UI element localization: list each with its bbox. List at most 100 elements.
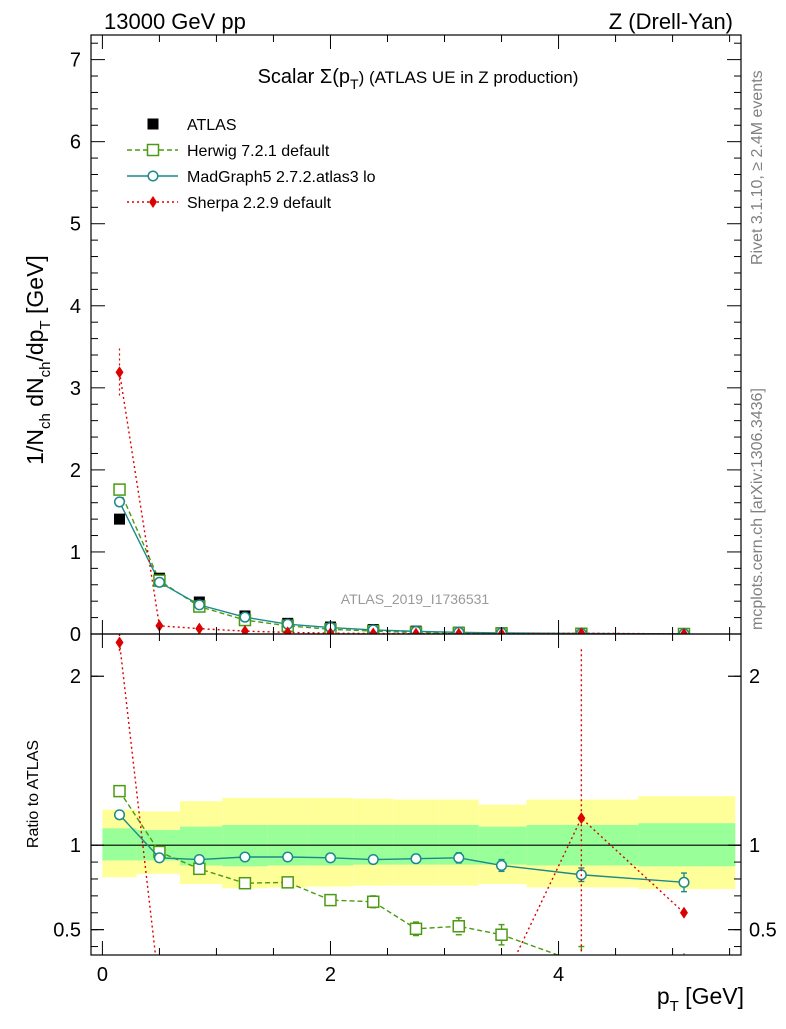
- main-title: Scalar Σ(pT) (ATLAS UE in Z production): [258, 66, 579, 92]
- ratio-point-herwig: [576, 958, 587, 969]
- ratio-point-sherpa: [412, 989, 420, 1001]
- ratio-point-madgraph: [324, 852, 337, 864]
- main-ytick-label: 6: [70, 132, 81, 154]
- xtick-label: 0: [97, 964, 108, 986]
- ratio-point-herwig: [366, 895, 380, 909]
- main-point-madgraph: [239, 611, 251, 623]
- main-line-filled-diamond: [118, 372, 684, 634]
- ratio-point-madgraph: [282, 851, 294, 863]
- ratio-point-herwig: [238, 876, 252, 890]
- main-point-sherpa: [283, 626, 292, 634]
- legend-label: Sherpa 2.2.9 default: [187, 195, 332, 212]
- uncertainty-bands: [102, 796, 736, 890]
- x-axis-label: pT [GeV]: [657, 983, 744, 1015]
- xlabel-base: p: [657, 983, 670, 1009]
- ratio-ytick-label-right: 2: [749, 666, 760, 688]
- ratio-panel: 0.5 0.5 1 1 2 2 0 2 4: [53, 633, 777, 1002]
- ratio-point-herwig: [324, 893, 337, 907]
- xtick-label: 4: [553, 964, 564, 986]
- main-ytick-label: 5: [70, 214, 81, 236]
- ratio-point-herwig: [495, 928, 508, 941]
- ratio-ytick-label: 2: [70, 666, 81, 688]
- legend-label: MadGraph5 2.7.2.atlas3 lo: [187, 169, 376, 186]
- ylabel-e: /dp: [22, 330, 48, 362]
- ratio-ylabel: Ratio to ATLAS: [25, 740, 42, 848]
- legend-label: Herwig 7.2.1 default: [187, 143, 330, 160]
- main-ytick-label: 4: [70, 296, 81, 318]
- legend: ATLAS Herwig 7.2.1 default MadGraph5 2.7.2…: [127, 117, 376, 212]
- ratio-point-madgraph: [113, 809, 126, 821]
- main-ytick-label: 1: [70, 542, 81, 564]
- ratio-point-sherpa: [498, 980, 506, 992]
- main-point-sherpa: [195, 622, 204, 634]
- ratio-point-sherpa: [241, 981, 249, 993]
- main-point-madgraph: [193, 599, 205, 611]
- main-ylabel: 1/Nch dNch/dpT [GeV]: [22, 255, 54, 465]
- ratio-point-sherpa: [155, 983, 163, 995]
- xlabel-unit: [GeV]: [679, 983, 744, 1009]
- ratio-ytick-label: 0.5: [53, 920, 81, 942]
- ratio-point-herwig: [409, 922, 423, 936]
- legend-marker-herwig: [146, 143, 160, 157]
- ratio-point-sherpa: [455, 985, 463, 997]
- ratio-point-herwig: [281, 876, 294, 889]
- ylabel-d: ch: [37, 362, 54, 378]
- ratio-ytick-label-right: 1: [749, 835, 760, 857]
- title-prefix: Scalar: [258, 66, 320, 88]
- main-ytick-label: 3: [70, 378, 81, 400]
- main-point-madgraph: [113, 496, 126, 508]
- title-sigma: Σ(p: [320, 66, 350, 88]
- main-frame: [90, 34, 742, 635]
- header-left: 13000 GeV pp: [104, 9, 246, 34]
- main-ytick-label: 2: [70, 460, 81, 482]
- ylabel-b: ch: [37, 413, 54, 429]
- title-sub: T: [350, 76, 359, 92]
- ratio-point-madgraph: [678, 876, 690, 888]
- main-point-sherpa: [679, 627, 688, 634]
- ratio-point-madgraph: [453, 852, 465, 864]
- main-point-sherpa: [577, 627, 586, 634]
- legend-marker-sherpa: [149, 196, 157, 208]
- xlabel-sub: T: [670, 998, 679, 1015]
- ratio-point-madgraph: [239, 851, 251, 863]
- ratio-line-1: [118, 790, 560, 955]
- ratio-point-madgraph: [367, 853, 379, 866]
- legend-marker-madgraph: [147, 170, 159, 182]
- main-point-atlas: [114, 513, 126, 525]
- main-panel: 0 1 2 3 4 5 6 7: [70, 34, 742, 646]
- ratio-point-herwig: [113, 784, 126, 798]
- main-point-herwig: [113, 483, 126, 496]
- ratio-ytick-label-right: 0.5: [749, 920, 777, 942]
- ratio-point-sherpa: [284, 982, 292, 994]
- ratio-frame: [90, 633, 742, 956]
- main-ytick-label: 7: [70, 50, 81, 72]
- green-band-segment: [102, 828, 137, 861]
- ratio-series: [113, 634, 690, 1002]
- ratio-point-madgraph: [153, 852, 165, 864]
- main-point-sherpa: [454, 627, 463, 634]
- ratio-point-madgraph: [410, 853, 422, 865]
- mcplots-label: mcplots.cern.ch [arXiv:1306.3436]: [749, 388, 766, 630]
- main-line-open-circle: [118, 501, 684, 634]
- ylabel-g: [GeV]: [22, 255, 48, 320]
- analysis-watermark: ATLAS_2019_I1736531: [341, 591, 490, 607]
- ratio-point-madgraph: [193, 853, 205, 866]
- ratio-point-herwig: [452, 920, 466, 933]
- ratio-point-madgraph: [495, 859, 508, 872]
- legend-marker-atlas: [147, 118, 159, 130]
- main-point-sherpa: [155, 619, 164, 632]
- rivet-label: Rivet 3.1.10, ≥ 2.4M events: [749, 70, 766, 265]
- ratio-line-2: [118, 814, 685, 884]
- legend-label: ATLAS: [187, 117, 237, 134]
- ylabel-c: dN: [22, 377, 48, 413]
- ratio-point-sherpa: [369, 990, 377, 1002]
- main-point-sherpa: [115, 366, 124, 379]
- main-point-sherpa: [412, 627, 420, 634]
- main-ytick-label: 0: [70, 624, 81, 646]
- main-point-sherpa: [369, 627, 378, 634]
- xtick-label: 2: [325, 964, 336, 986]
- ratio-point-sherpa: [195, 980, 203, 992]
- main-point-madgraph: [153, 576, 165, 588]
- ylabel-f: T: [37, 320, 54, 329]
